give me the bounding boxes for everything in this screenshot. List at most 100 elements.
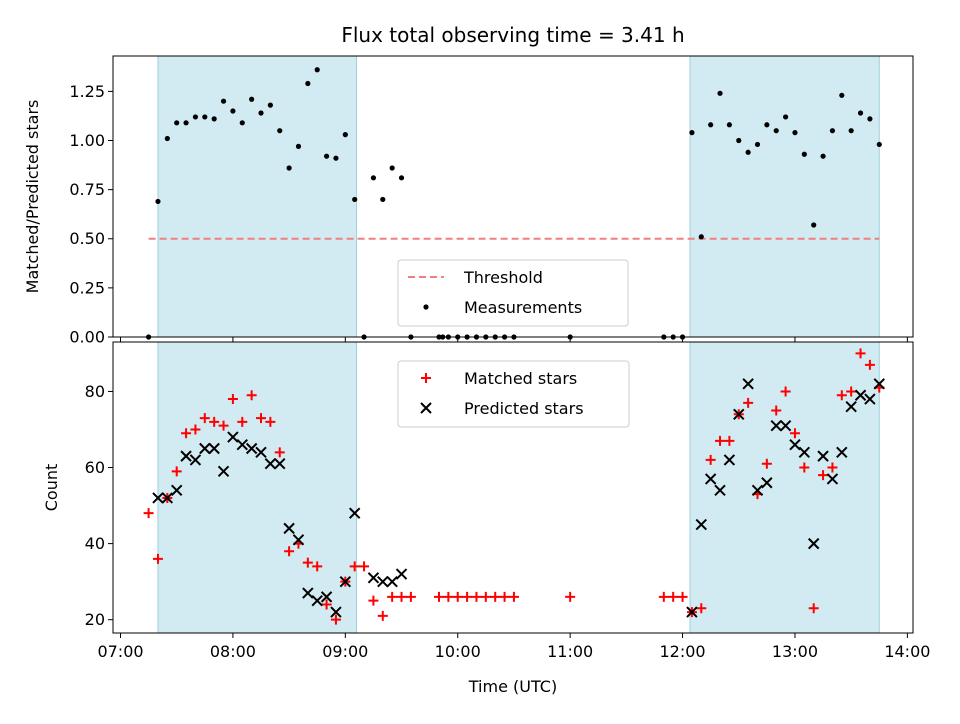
top-panel-ratio: 0.00 0.25 0.50 0.75 1.00 1.25 Matched/Predicte… [23, 55, 914, 347]
predicted-star-point [367, 572, 380, 584]
measurement-point [267, 102, 273, 108]
predicted-star-point [864, 393, 876, 405]
matched-star-point [152, 553, 163, 564]
legend: Threshold Measurements [397, 259, 629, 327]
matched-star-point [799, 462, 810, 473]
predicted-star-point [227, 431, 239, 443]
matched-star-point [818, 470, 829, 481]
legend-label: Predicted stars [464, 399, 584, 418]
measurement-point [745, 149, 751, 155]
shaded-interval [157, 55, 358, 338]
x-axis-label: Time (UTC) [468, 677, 557, 696]
matched-star-point [274, 447, 285, 458]
matched-star-point [780, 386, 791, 397]
matched-star-point [677, 591, 688, 602]
measurement-point [867, 116, 873, 122]
measurement-point [764, 122, 770, 128]
matched-star-point [771, 405, 782, 416]
measurement-point [698, 234, 704, 240]
axes-frame [112, 341, 914, 634]
matched-star-point [171, 466, 182, 477]
matched-star-point [181, 428, 192, 439]
predicted-star-point [751, 484, 764, 497]
predicted-star-point [695, 518, 707, 531]
predicted-star-point [395, 568, 408, 580]
predicted-star-point [836, 446, 848, 459]
measurement-point [398, 175, 405, 181]
measurement-point [857, 110, 864, 116]
predicted-star-point [199, 442, 211, 455]
predicted-star-point [704, 473, 717, 485]
y-axis-label: Matched/Predicted stars [23, 100, 42, 294]
measurement-point [736, 137, 742, 144]
measurement-point [876, 141, 882, 148]
predicted-star-point [686, 606, 698, 618]
matched-star-point [143, 508, 154, 519]
predicted-star-point [330, 606, 342, 618]
matched-star-point [508, 591, 519, 602]
legend-label: Matched stars [464, 369, 577, 388]
predicted-star-point [217, 465, 230, 478]
predicted-star-point [817, 450, 829, 462]
matched-star-point [490, 591, 501, 602]
matched-star-point [368, 595, 379, 606]
matched-star-point [808, 603, 819, 614]
predicted-star-point [770, 419, 782, 432]
predicted-star-point [761, 477, 773, 489]
matched-star-point [321, 599, 332, 610]
predicted-star-point [779, 419, 792, 432]
matched-star-point [696, 603, 707, 614]
matched-star-point [827, 462, 838, 473]
predicted-star-point [170, 484, 183, 497]
shaded-interval [157, 341, 358, 634]
measurement-point [164, 135, 170, 142]
measurement-point [380, 196, 386, 203]
legend-box [397, 259, 629, 327]
y-tick-label: 0.50 [69, 229, 105, 248]
measurement-point [230, 108, 236, 114]
matched-star-point [452, 591, 463, 602]
measurement-point [820, 153, 826, 159]
measurement-point [202, 114, 208, 120]
measurement-point [726, 122, 732, 128]
matched-star-point [715, 435, 726, 446]
legend-measurement-swatch [423, 304, 429, 310]
matched-star-point [246, 390, 257, 401]
matched-star-point [433, 591, 444, 602]
measurement-point [220, 98, 227, 104]
y-axis-label: Count [42, 464, 61, 512]
legend-label: Threshold [463, 268, 543, 287]
measurement-point [717, 90, 723, 96]
measurement-point [277, 128, 283, 134]
y-tick-label: 40 [85, 534, 105, 553]
predicted-star-point [377, 575, 389, 588]
chart-title: Flux total observing time = 3.41 h [341, 23, 684, 47]
matched-star-point [462, 591, 473, 602]
matched-star-point [284, 546, 295, 557]
predicted-star-point [161, 492, 174, 504]
matched-star-point [199, 413, 210, 424]
predicted-star-point [320, 591, 333, 603]
measurement-point [792, 130, 798, 136]
matched-star-point [349, 561, 360, 572]
matched-star-point [864, 359, 875, 370]
measurement-point [305, 80, 311, 87]
predicted-star-point [283, 522, 295, 535]
predicted-star-point [274, 458, 286, 470]
x-tick-label: 10:00 [435, 642, 481, 661]
measurement-point [342, 132, 348, 138]
predicted-star-point [854, 389, 867, 401]
predicted-star-point [292, 534, 305, 546]
predicted-star-point [339, 575, 352, 588]
x-tick-label: 12:00 [660, 642, 706, 661]
x-tick-label: 13:00 [772, 642, 818, 661]
measurement-point [323, 153, 330, 159]
x-tick-label: 08:00 [210, 642, 256, 661]
matched-star-point [302, 557, 313, 568]
predicted-star-point [826, 473, 839, 485]
measurement-point [295, 143, 302, 149]
matched-star-point [265, 416, 276, 427]
measurement-point [754, 141, 761, 148]
matched-star-point [218, 420, 229, 431]
